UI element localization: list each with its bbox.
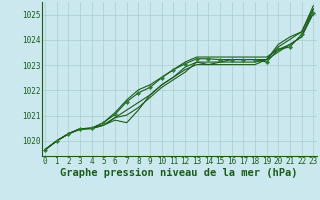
X-axis label: Graphe pression niveau de la mer (hPa): Graphe pression niveau de la mer (hPa) xyxy=(60,168,298,178)
